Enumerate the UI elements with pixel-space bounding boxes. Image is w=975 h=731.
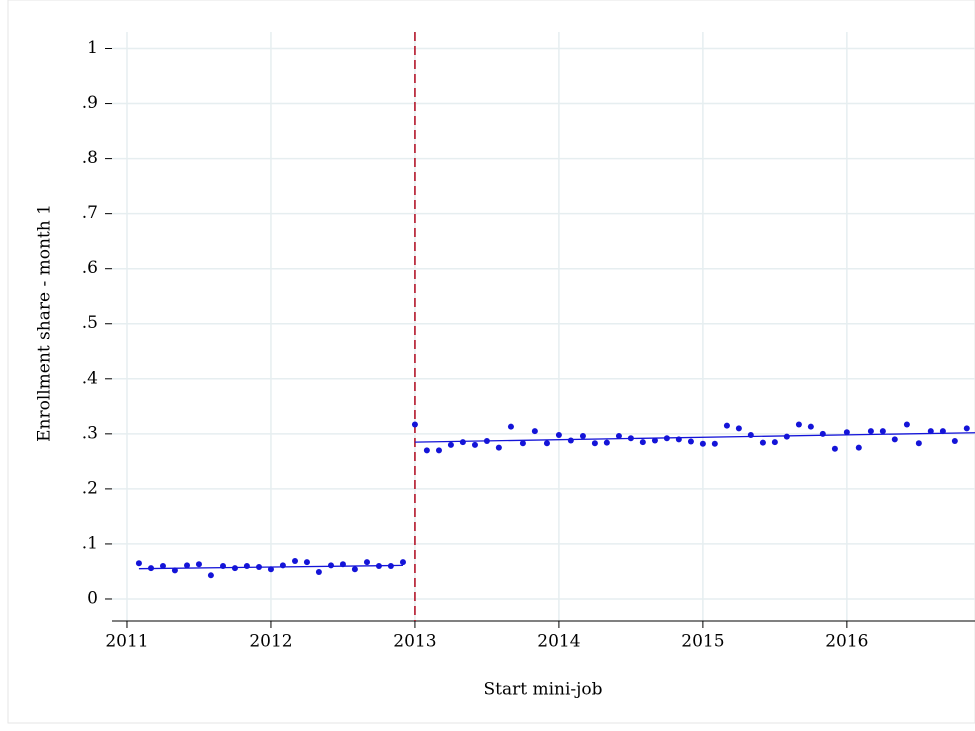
data-point [879,428,886,435]
data-point [723,422,730,429]
chart-frame [7,0,975,724]
data-point [159,562,166,569]
data-point [411,421,418,428]
data-point [315,569,322,576]
data-point [267,566,274,573]
data-point [711,440,718,447]
x-axis-title: Start mini-job [483,680,602,700]
data-point [351,566,358,573]
data-point [459,439,466,446]
data-point [327,562,334,569]
data-point [927,428,934,435]
data-point [579,433,586,440]
y-tick-label: .6 [82,258,98,278]
data-point [291,557,298,564]
y-tick-label: 0 [87,588,98,608]
data-point [795,421,802,428]
y-tick-label: .8 [82,148,98,168]
y-tick-label: .1 [82,533,98,553]
data-point [399,559,406,566]
data-point [495,444,502,451]
data-point [699,440,706,447]
data-point [771,439,778,446]
y-tick-label: .9 [82,93,98,113]
data-point [639,439,646,446]
data-point [615,433,622,440]
data-point [303,559,310,566]
y-tick-label: 1 [87,38,98,58]
y-tick-label: .5 [82,313,98,333]
data-point [807,423,814,430]
data-point [687,438,694,445]
data-point [939,428,946,435]
fit-line [138,564,403,570]
y-tick-label: .3 [82,423,98,443]
data-point [195,561,202,568]
data-point [507,423,514,430]
data-point [543,440,550,447]
y-axis-title: Enrollment share - month 1 [35,204,55,442]
x-tick-label: 2014 [537,632,580,652]
data-point [891,436,898,443]
data-point [363,559,370,566]
data-point [963,425,970,432]
data-point [915,440,922,447]
data-point [567,437,574,444]
data-point [243,562,250,569]
data-point [855,444,862,451]
data-point [651,437,658,444]
x-tick-label: 2015 [681,632,724,652]
data-point [184,562,191,569]
x-tick-label: 2016 [825,632,868,652]
x-tick-label: 2013 [393,632,436,652]
data-point [735,425,742,432]
y-tick-label: .4 [82,368,98,388]
data-point [603,439,610,446]
data-point [903,421,910,428]
data-point [435,447,442,454]
data-point [843,429,850,436]
data-point [519,440,526,447]
fit-line [414,432,975,443]
data-point [423,447,430,454]
data-point [867,428,874,435]
y-tick-label: .7 [82,203,98,223]
y-tick-label: .2 [82,478,98,498]
x-tick-label: 2012 [249,632,292,652]
data-point [831,445,838,452]
data-point [531,428,538,435]
data-point [591,440,598,447]
data-point [135,560,142,567]
data-point [951,437,958,444]
data-point [759,439,766,446]
x-tick-label: 2011 [105,632,148,652]
data-point [783,433,790,440]
data-point [555,431,562,438]
data-point [471,441,478,448]
data-point [447,441,454,448]
data-point [231,565,238,572]
data-point [207,572,214,579]
